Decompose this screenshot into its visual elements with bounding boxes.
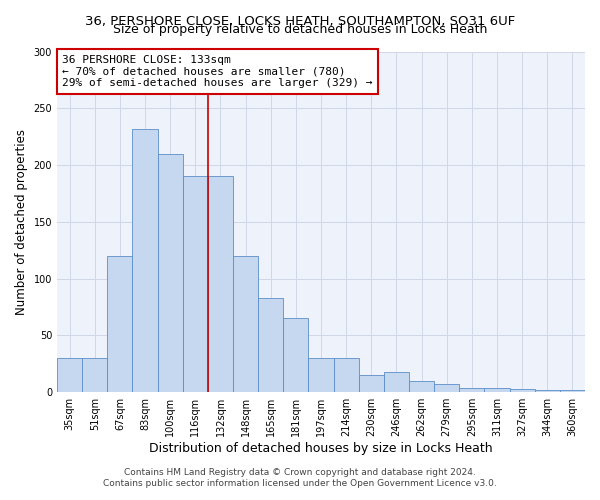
Bar bbox=[459, 388, 484, 392]
Bar bbox=[158, 154, 183, 392]
X-axis label: Distribution of detached houses by size in Locks Heath: Distribution of detached houses by size … bbox=[149, 442, 493, 455]
Bar bbox=[283, 318, 308, 392]
Bar bbox=[133, 128, 158, 392]
Text: 36, PERSHORE CLOSE, LOCKS HEATH, SOUTHAMPTON, SO31 6UF: 36, PERSHORE CLOSE, LOCKS HEATH, SOUTHAM… bbox=[85, 15, 515, 28]
Text: Size of property relative to detached houses in Locks Heath: Size of property relative to detached ho… bbox=[113, 22, 487, 36]
Bar bbox=[359, 375, 384, 392]
Bar bbox=[509, 389, 535, 392]
Bar bbox=[560, 390, 585, 392]
Text: 36 PERSHORE CLOSE: 133sqm
← 70% of detached houses are smaller (780)
29% of semi: 36 PERSHORE CLOSE: 133sqm ← 70% of detac… bbox=[62, 55, 373, 88]
Bar bbox=[434, 384, 459, 392]
Bar bbox=[535, 390, 560, 392]
Bar bbox=[233, 256, 258, 392]
Bar bbox=[208, 176, 233, 392]
Text: Contains HM Land Registry data © Crown copyright and database right 2024.
Contai: Contains HM Land Registry data © Crown c… bbox=[103, 468, 497, 487]
Bar bbox=[484, 388, 509, 392]
Bar bbox=[107, 256, 133, 392]
Bar bbox=[82, 358, 107, 392]
Bar bbox=[384, 372, 409, 392]
Bar bbox=[334, 358, 359, 392]
Bar bbox=[183, 176, 208, 392]
Bar bbox=[57, 358, 82, 392]
Y-axis label: Number of detached properties: Number of detached properties bbox=[15, 129, 28, 315]
Bar bbox=[409, 381, 434, 392]
Bar bbox=[308, 358, 334, 392]
Bar bbox=[258, 298, 283, 392]
